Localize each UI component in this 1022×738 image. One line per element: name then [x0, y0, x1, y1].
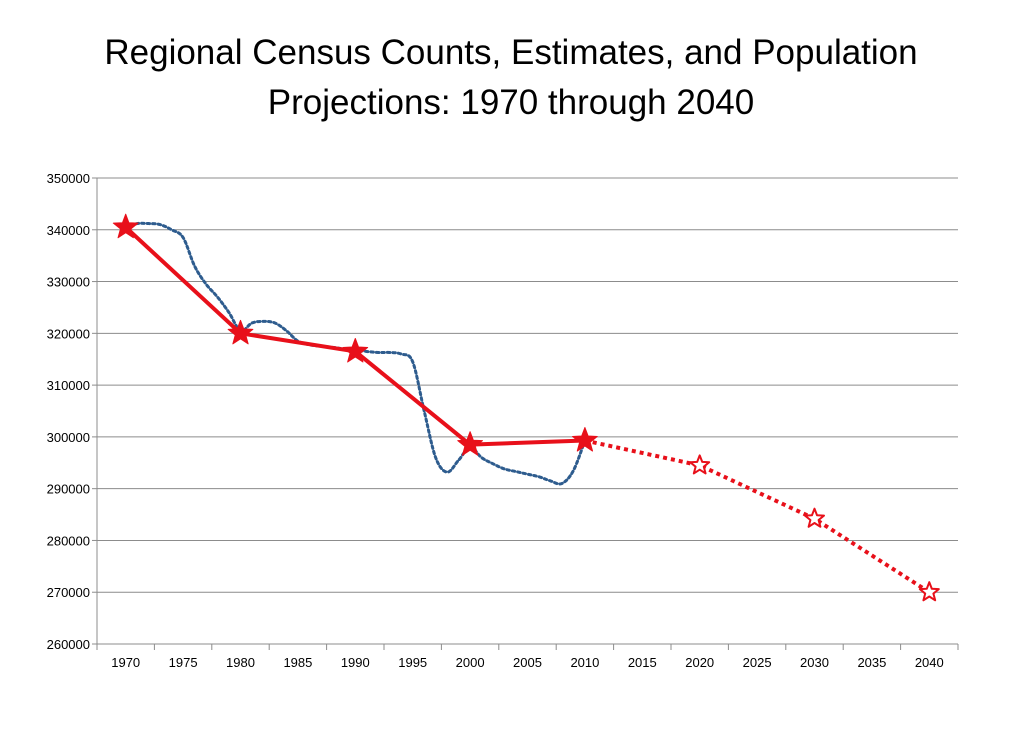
x-tick-label: 2015 [628, 655, 657, 670]
x-tick-labels: 1970 1975 1980 1985 1990 1995 2000 2005 2010 2015… [111, 655, 944, 670]
series-line-population-projections [584, 438, 931, 594]
x-tick-label: 1980 [226, 655, 255, 670]
x-tick-label: 2020 [685, 655, 714, 670]
y-tick-label: 330000 [47, 275, 90, 290]
marker-census-2000 [457, 431, 483, 456]
grid-lines [97, 177, 958, 593]
x-tick-label: 1970 [111, 655, 140, 670]
x-tick-label: 2005 [513, 655, 542, 670]
marker-projection-2020 [689, 454, 711, 475]
y-tick-labels: 260000 270000 280000 290000 300000 310000 3200… [47, 171, 90, 652]
series-markers [112, 213, 940, 602]
chart-title: Regional Census Counts, Estimates, and P… [104, 33, 918, 122]
marker-census-1980 [227, 319, 254, 345]
y-tick-label: 340000 [47, 223, 90, 238]
x-tick-label: 1995 [398, 655, 427, 670]
y-tick-label: 270000 [47, 585, 90, 600]
axes [92, 177, 959, 650]
marker-census-1970 [112, 213, 139, 239]
marker-projection-2030 [803, 507, 826, 528]
marker-projection-2040 [918, 581, 940, 602]
x-tick-label: 1990 [341, 655, 370, 670]
series-lines [124, 221, 931, 594]
y-tick-label: 290000 [47, 482, 90, 497]
marker-census-1990 [342, 337, 369, 363]
y-tick-label: 350000 [47, 171, 90, 186]
x-tick-label: 2030 [800, 655, 829, 670]
y-tick-label: 260000 [47, 637, 90, 652]
x-tick-label: 2035 [857, 655, 886, 670]
x-tick-label: 2040 [915, 655, 944, 670]
x-tick-label: 2000 [456, 655, 485, 670]
y-tick-label: 280000 [47, 533, 90, 548]
x-tick-label: 1985 [283, 655, 312, 670]
x-tick-label: 2010 [570, 655, 599, 670]
y-tick-label: 310000 [47, 378, 90, 393]
marker-census-2010 [572, 427, 598, 452]
y-tick-label: 320000 [47, 326, 90, 341]
series-line-census-counts [124, 225, 585, 447]
x-tick-label: 1975 [169, 655, 198, 670]
y-tick-label: 300000 [47, 430, 90, 445]
x-tick-label: 2025 [743, 655, 772, 670]
